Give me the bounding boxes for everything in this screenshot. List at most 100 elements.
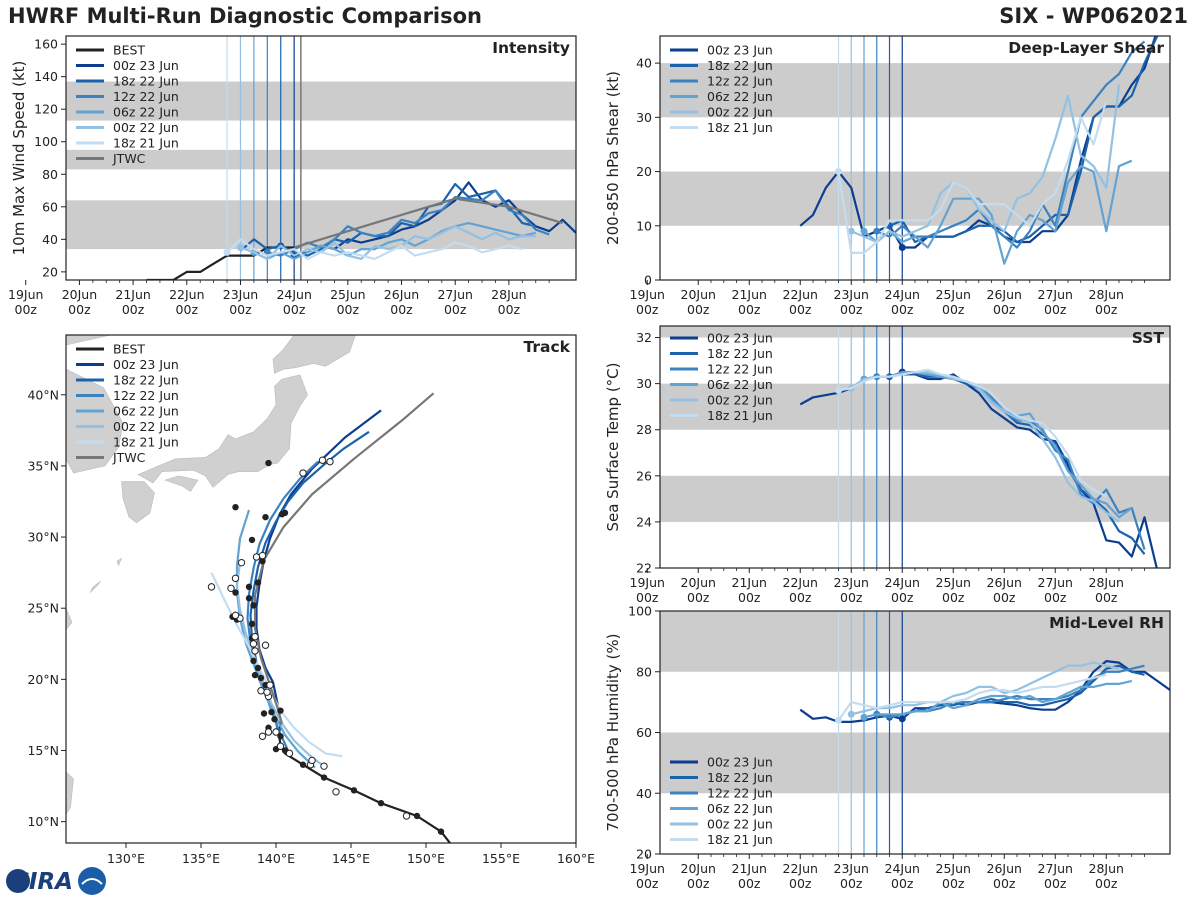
track-xtick-label: 145°E bbox=[332, 851, 370, 866]
intensity-band bbox=[66, 200, 576, 250]
sst-init-point bbox=[835, 387, 842, 395]
track-panel-title: Track bbox=[524, 338, 571, 356]
rh-xtick-label: 28Jun bbox=[1089, 861, 1124, 876]
track-marker-filled bbox=[262, 513, 269, 521]
shear-xtick-label: 00z bbox=[789, 302, 812, 317]
sst-ylabel: Sea Surface Temp (°C) bbox=[604, 362, 622, 531]
intensity-xtick-label: 25Jun bbox=[330, 287, 365, 302]
track-land bbox=[137, 374, 308, 488]
sst-xtick-label: 22Jun bbox=[783, 575, 818, 590]
shear-ytick-label: 30 bbox=[636, 110, 652, 125]
intensity-panel: 19Jun00z20Jun00z21Jun00z22Jun00z23Jun00z… bbox=[8, 35, 577, 317]
track-legend-label: 18z 22 Jun bbox=[113, 373, 179, 388]
track-marker-filled bbox=[251, 671, 259, 679]
track-marker-open bbox=[332, 788, 340, 796]
shear-init-point bbox=[873, 227, 881, 235]
shear-ytick-label: 40 bbox=[636, 56, 652, 71]
sst-xtick-label: 00z bbox=[942, 590, 965, 605]
track-marker-open bbox=[261, 641, 270, 649]
intensity-legend-label: 18z 22 Jun bbox=[113, 74, 179, 89]
track-legend-label: JTWC bbox=[112, 450, 146, 465]
rh-xtick-label: 00z bbox=[891, 876, 914, 891]
rh-legend-label: 00z 22 Jun bbox=[707, 817, 773, 832]
shear-init-point bbox=[835, 168, 842, 176]
track-marker-open bbox=[318, 456, 327, 464]
track-xtick-label: 130°E bbox=[107, 851, 145, 866]
rh-xtick-label: 00z bbox=[636, 876, 659, 891]
track-marker-open bbox=[249, 640, 258, 648]
shear-legend-label: 00z 22 Jun bbox=[707, 105, 773, 120]
track-marker-open bbox=[251, 647, 259, 655]
intensity-legend-label: 00z 23 Jun bbox=[113, 58, 179, 73]
rh-ytick-label: 60 bbox=[636, 725, 652, 740]
rh-ytick-label: 40 bbox=[636, 786, 652, 801]
track-marker-open bbox=[263, 688, 271, 696]
shear-xtick-label: 00z bbox=[687, 302, 710, 317]
intensity-xtick-label: 20Jun bbox=[62, 287, 97, 302]
track-series-line bbox=[253, 392, 435, 724]
track-legend-label: 18z 21 Jun bbox=[113, 435, 179, 450]
intensity-legend-label: JTWC bbox=[112, 151, 146, 166]
track-marker-open bbox=[264, 728, 273, 736]
intensity-frame bbox=[65, 35, 577, 281]
track-ytick-label: 40°N bbox=[27, 387, 59, 402]
intensity-band bbox=[66, 149, 576, 170]
rh-xtick-label: 24Jun bbox=[885, 861, 920, 876]
intensity-xtick-label: 00z bbox=[390, 302, 413, 317]
track-land bbox=[66, 771, 74, 816]
track-series-line bbox=[235, 509, 316, 769]
main-title: HWRF Multi-Run Diagnostic Comparison bbox=[8, 4, 483, 28]
intensity-ytick-label: 60 bbox=[42, 199, 58, 214]
track-xtick-label: 140°E bbox=[257, 851, 295, 866]
track-marker-open bbox=[237, 558, 246, 567]
cira-logo-globe bbox=[6, 869, 30, 893]
track-marker-open bbox=[231, 611, 240, 620]
rh-xtick-label: 26Jun bbox=[987, 861, 1022, 876]
track-land bbox=[116, 557, 123, 567]
track-marker-filled bbox=[437, 828, 445, 835]
rh-legend-label: 12z 22 Jun bbox=[707, 786, 773, 801]
track-land bbox=[272, 335, 356, 374]
track-land bbox=[89, 580, 101, 593]
shear-series-line bbox=[876, 40, 1146, 249]
sst-ytick-label: 22 bbox=[636, 561, 652, 576]
sst-xtick-label: 28Jun bbox=[1089, 575, 1124, 590]
intensity-ytick-label: 160 bbox=[34, 37, 58, 52]
track-marker-filled bbox=[299, 761, 307, 768]
sst-xtick-label: 27Jun bbox=[1038, 575, 1073, 590]
intensity-panel-title: Intensity bbox=[492, 39, 570, 57]
shear-xtick-label: 23Jun bbox=[834, 287, 869, 302]
track-marker-filled bbox=[245, 583, 253, 591]
shear-series-line bbox=[863, 159, 1133, 265]
sst-xtick-label: 26Jun bbox=[987, 575, 1022, 590]
sst-xtick-label: 19Jun bbox=[630, 575, 665, 590]
shear-xtick-label: 00z bbox=[1095, 302, 1118, 317]
intensity-xtick-label: 00z bbox=[176, 302, 199, 317]
intensity-init-point bbox=[236, 243, 244, 251]
sst-xtick-label: 00z bbox=[636, 590, 659, 605]
sst-xtick-label: 21Jun bbox=[732, 575, 767, 590]
track-series-line bbox=[235, 562, 327, 769]
track-land bbox=[66, 335, 112, 346]
shear-ytick-label: 0 bbox=[644, 273, 652, 288]
rh-series-line bbox=[863, 679, 1133, 719]
shear-xtick-label: 19Jun bbox=[630, 287, 665, 302]
sst-xtick-label: 00z bbox=[840, 590, 863, 605]
sst-legend-label: 18z 22 Jun bbox=[707, 346, 773, 361]
intensity-legend-label: 18z 21 Jun bbox=[113, 136, 179, 151]
rh-legend-label: 00z 23 Jun bbox=[707, 755, 773, 770]
shear-panel: 19Jun00z20Jun00z21Jun00z22Jun00z23Jun00z… bbox=[604, 35, 1171, 317]
rh-xtick-label: 00z bbox=[993, 876, 1016, 891]
track-marker-filled bbox=[248, 620, 256, 628]
rh-ylabel: 700-500 hPa Humidity (%) bbox=[604, 633, 622, 831]
sst-xtick-label: 00z bbox=[1095, 590, 1118, 605]
shear-legend-label: 18z 22 Jun bbox=[707, 58, 773, 73]
shear-frame bbox=[659, 35, 1171, 281]
shear-panel-title: Deep-Layer Shear bbox=[1008, 39, 1164, 57]
shear-xtick-label: 25Jun bbox=[936, 287, 971, 302]
track-marker-open bbox=[402, 812, 411, 820]
rh-band bbox=[660, 611, 1170, 672]
sst-band bbox=[660, 383, 1170, 430]
track-marker-open bbox=[285, 749, 294, 758]
track-marker-open bbox=[326, 457, 334, 466]
